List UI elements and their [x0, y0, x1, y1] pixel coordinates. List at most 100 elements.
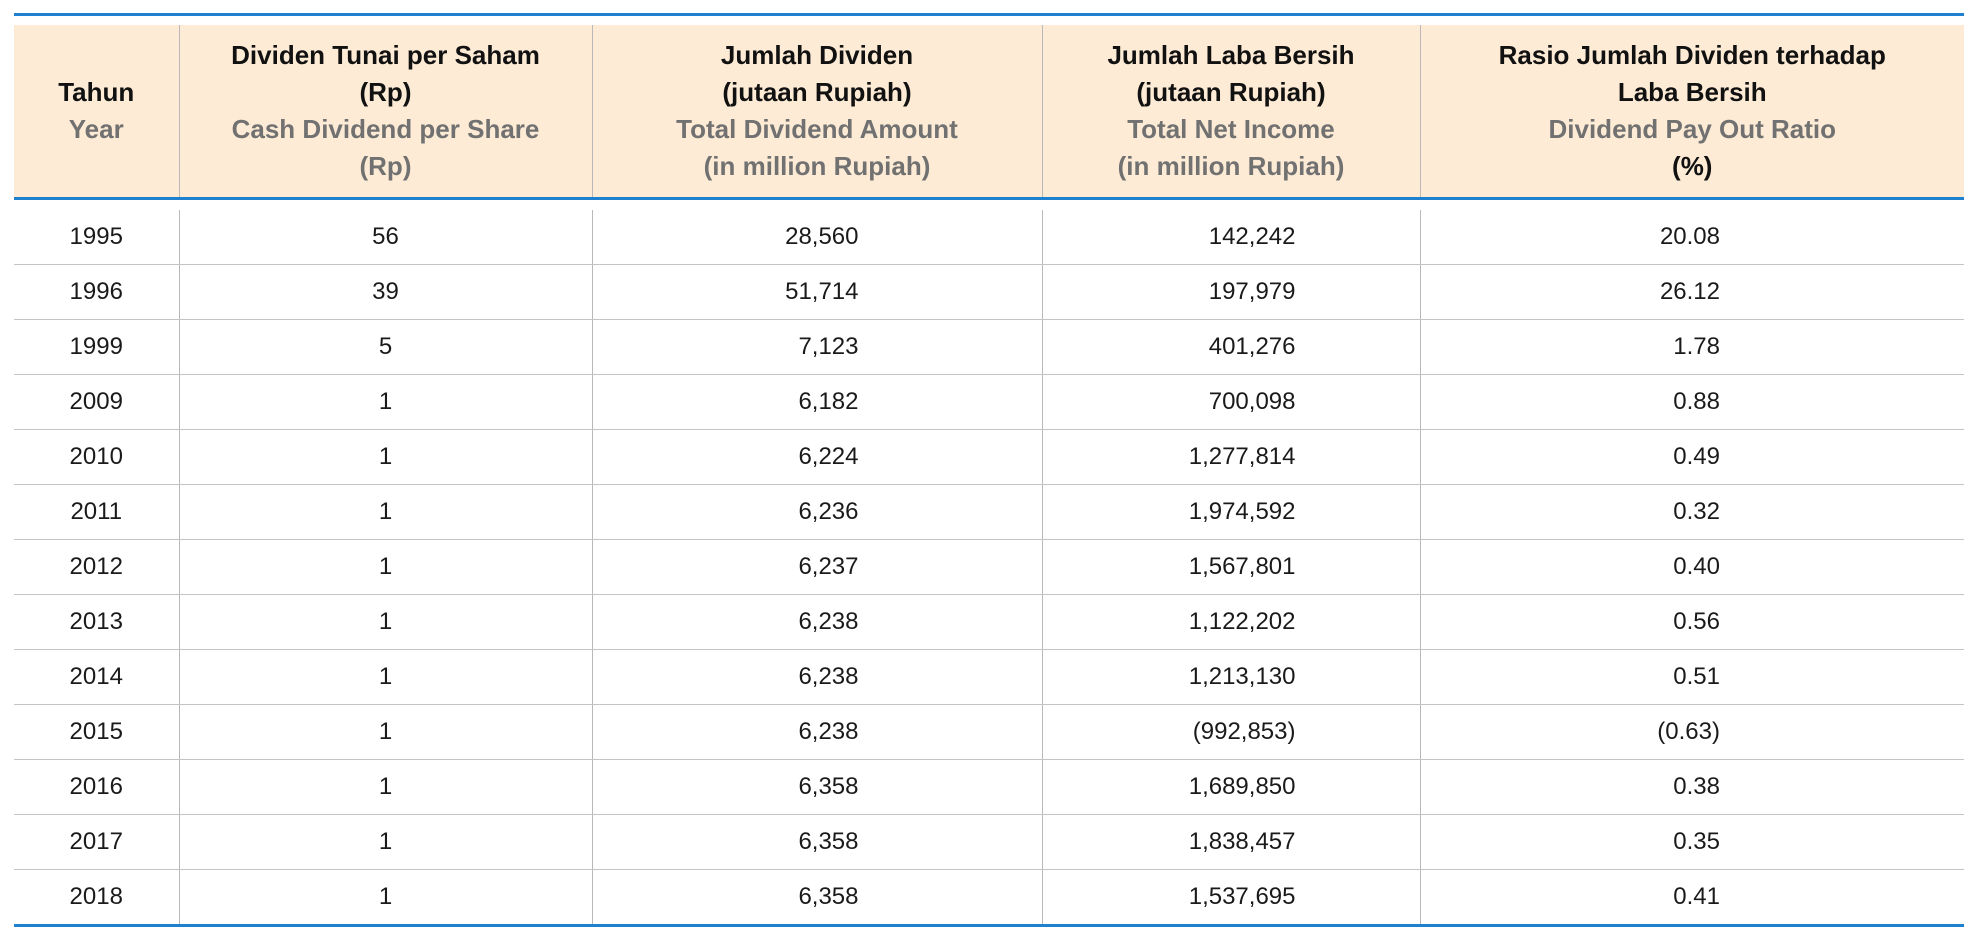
cell-total-dividend: 28,560	[591, 210, 1042, 265]
header-en: Total Net Income	[1127, 114, 1335, 144]
cell-year: 1999	[14, 319, 179, 375]
cell-year: 2012	[14, 539, 179, 595]
cell-cash-dividend: 1	[178, 704, 592, 760]
cell-total-dividend: 6,358	[591, 814, 1042, 870]
cell-net-income: 1,567,801	[1041, 539, 1420, 595]
cell-net-income: 700,098	[1041, 374, 1420, 430]
cell-net-income: 1,213,130	[1041, 649, 1420, 705]
cell-cash-dividend: 1	[178, 374, 592, 430]
table-row: 2010 1 6,224 1,277,814 0.49	[14, 429, 1964, 485]
cell-cash-dividend: 56	[178, 210, 592, 265]
table-row: 2014 1 6,238 1,213,130 0.51	[14, 649, 1964, 705]
cell-net-income: 1,122,202	[1041, 594, 1420, 650]
cell-total-dividend: 6,238	[591, 649, 1042, 705]
cell-payout-ratio: 0.35	[1419, 814, 1964, 870]
header-id: (jutaan Rupiah)	[1136, 77, 1326, 107]
table-row: 2017 1 6,358 1,838,457 0.35	[14, 814, 1964, 870]
header-year: Tahun Year	[14, 25, 179, 199]
cell-payout-ratio: 0.51	[1419, 649, 1964, 705]
cell-payout-ratio: (0.63)	[1419, 704, 1964, 760]
cell-year: 1996	[14, 264, 179, 320]
header-cash-dividend-per-share: Dividen Tunai per Saham (Rp) Cash Divide…	[178, 25, 592, 199]
cell-net-income: 401,276	[1041, 319, 1420, 375]
header-row: Tahun Year Dividen Tunai per Saham (Rp) …	[14, 25, 1964, 199]
cell-year: 1995	[14, 210, 179, 265]
cell-cash-dividend: 39	[178, 264, 592, 320]
cell-net-income: 1,277,814	[1041, 429, 1420, 485]
header-id: Jumlah Laba Bersih	[1107, 40, 1355, 70]
cell-payout-ratio: 0.88	[1419, 374, 1964, 430]
cell-year: 2017	[14, 814, 179, 870]
header-id: Rasio Jumlah Dividen terhadap	[1498, 40, 1886, 70]
table-row: 2016 1 6,358 1,689,850 0.38	[14, 759, 1964, 815]
cell-net-income: 142,242	[1041, 210, 1420, 265]
cell-payout-ratio: 0.56	[1419, 594, 1964, 650]
cell-total-dividend: 6,238	[591, 704, 1042, 760]
header-payout-ratio: Rasio Jumlah Dividen terhadap Laba Bersi…	[1419, 25, 1964, 199]
header-id: (jutaan Rupiah)	[722, 77, 912, 107]
cell-year: 2010	[14, 429, 179, 485]
cell-cash-dividend: 1	[178, 759, 592, 815]
cell-payout-ratio: 0.49	[1419, 429, 1964, 485]
cell-payout-ratio: 0.41	[1419, 869, 1964, 927]
table-row: 2012 1 6,237 1,567,801 0.40	[14, 539, 1964, 595]
table-row: 2009 1 6,182 700,098 0.88	[14, 374, 1964, 430]
table-row: 2011 1 6,236 1,974,592 0.32	[14, 484, 1964, 540]
cell-payout-ratio: 1.78	[1419, 319, 1964, 375]
cell-cash-dividend: 1	[178, 594, 592, 650]
cell-total-dividend: 6,358	[591, 759, 1042, 815]
cell-net-income: 1,689,850	[1041, 759, 1420, 815]
cell-total-dividend: 6,182	[591, 374, 1042, 430]
header-total-dividend: Jumlah Dividen (jutaan Rupiah) Total Div…	[591, 25, 1042, 199]
cell-year: 2011	[14, 484, 179, 540]
cell-cash-dividend: 1	[178, 429, 592, 485]
cell-cash-dividend: 1	[178, 869, 592, 927]
cell-cash-dividend: 1	[178, 814, 592, 870]
table-row: 1996 39 51,714 197,979 26.12	[14, 264, 1964, 320]
cell-net-income: (992,853)	[1041, 704, 1420, 760]
header-id: Tahun	[58, 77, 135, 107]
cell-year: 2009	[14, 374, 179, 430]
cell-total-dividend: 6,224	[591, 429, 1042, 485]
header-en: (in million Rupiah)	[703, 151, 931, 181]
cell-year: 2014	[14, 649, 179, 705]
cell-cash-dividend: 5	[178, 319, 592, 375]
cell-total-dividend: 6,236	[591, 484, 1042, 540]
header-total-net-income: Jumlah Laba Bersih (jutaan Rupiah) Total…	[1041, 25, 1420, 199]
cell-cash-dividend: 1	[178, 484, 592, 540]
cell-net-income: 1,537,695	[1041, 869, 1420, 927]
header-id: (Rp)	[359, 77, 412, 107]
header-id: Jumlah Dividen	[720, 40, 914, 70]
top-rule	[14, 13, 1964, 16]
cell-net-income: 1,838,457	[1041, 814, 1420, 870]
cell-total-dividend: 6,358	[591, 869, 1042, 927]
cell-total-dividend: 7,123	[591, 319, 1042, 375]
cell-year: 2016	[14, 759, 179, 815]
table-row: 2013 1 6,238 1,122,202 0.56	[14, 594, 1964, 650]
cell-cash-dividend: 1	[178, 649, 592, 705]
cell-year: 2015	[14, 704, 179, 760]
dividend-table: Tahun Year Dividen Tunai per Saham (Rp) …	[14, 25, 1964, 927]
table-row: 2015 1 6,238 (992,853) (0.63)	[14, 704, 1964, 760]
header-en: Dividend Pay Out Ratio	[1548, 114, 1837, 144]
header-unit: (%)	[1672, 151, 1713, 181]
table-row: 2018 1 6,358 1,537,695 0.41	[14, 869, 1964, 927]
cell-net-income: 1,974,592	[1041, 484, 1420, 540]
cell-total-dividend: 6,238	[591, 594, 1042, 650]
cell-year: 2018	[14, 869, 179, 927]
cell-payout-ratio: 0.32	[1419, 484, 1964, 540]
table-row: 1999 5 7,123 401,276 1.78	[14, 319, 1964, 375]
header-id: Dividen Tunai per Saham	[231, 40, 540, 70]
header-id: Laba Bersih	[1617, 77, 1767, 107]
header-en: (Rp)	[359, 151, 412, 181]
header-en: Total Dividend Amount	[676, 114, 958, 144]
cell-payout-ratio: 20.08	[1419, 210, 1964, 265]
cell-net-income: 197,979	[1041, 264, 1420, 320]
header-en: Year	[68, 114, 124, 144]
header-en: Cash Dividend per Share	[231, 114, 540, 144]
cell-cash-dividend: 1	[178, 539, 592, 595]
header-en: (in million Rupiah)	[1117, 151, 1345, 181]
table-row: 1995 56 28,560 142,242 20.08	[14, 210, 1964, 265]
cell-payout-ratio: 26.12	[1419, 264, 1964, 320]
cell-year: 2013	[14, 594, 179, 650]
